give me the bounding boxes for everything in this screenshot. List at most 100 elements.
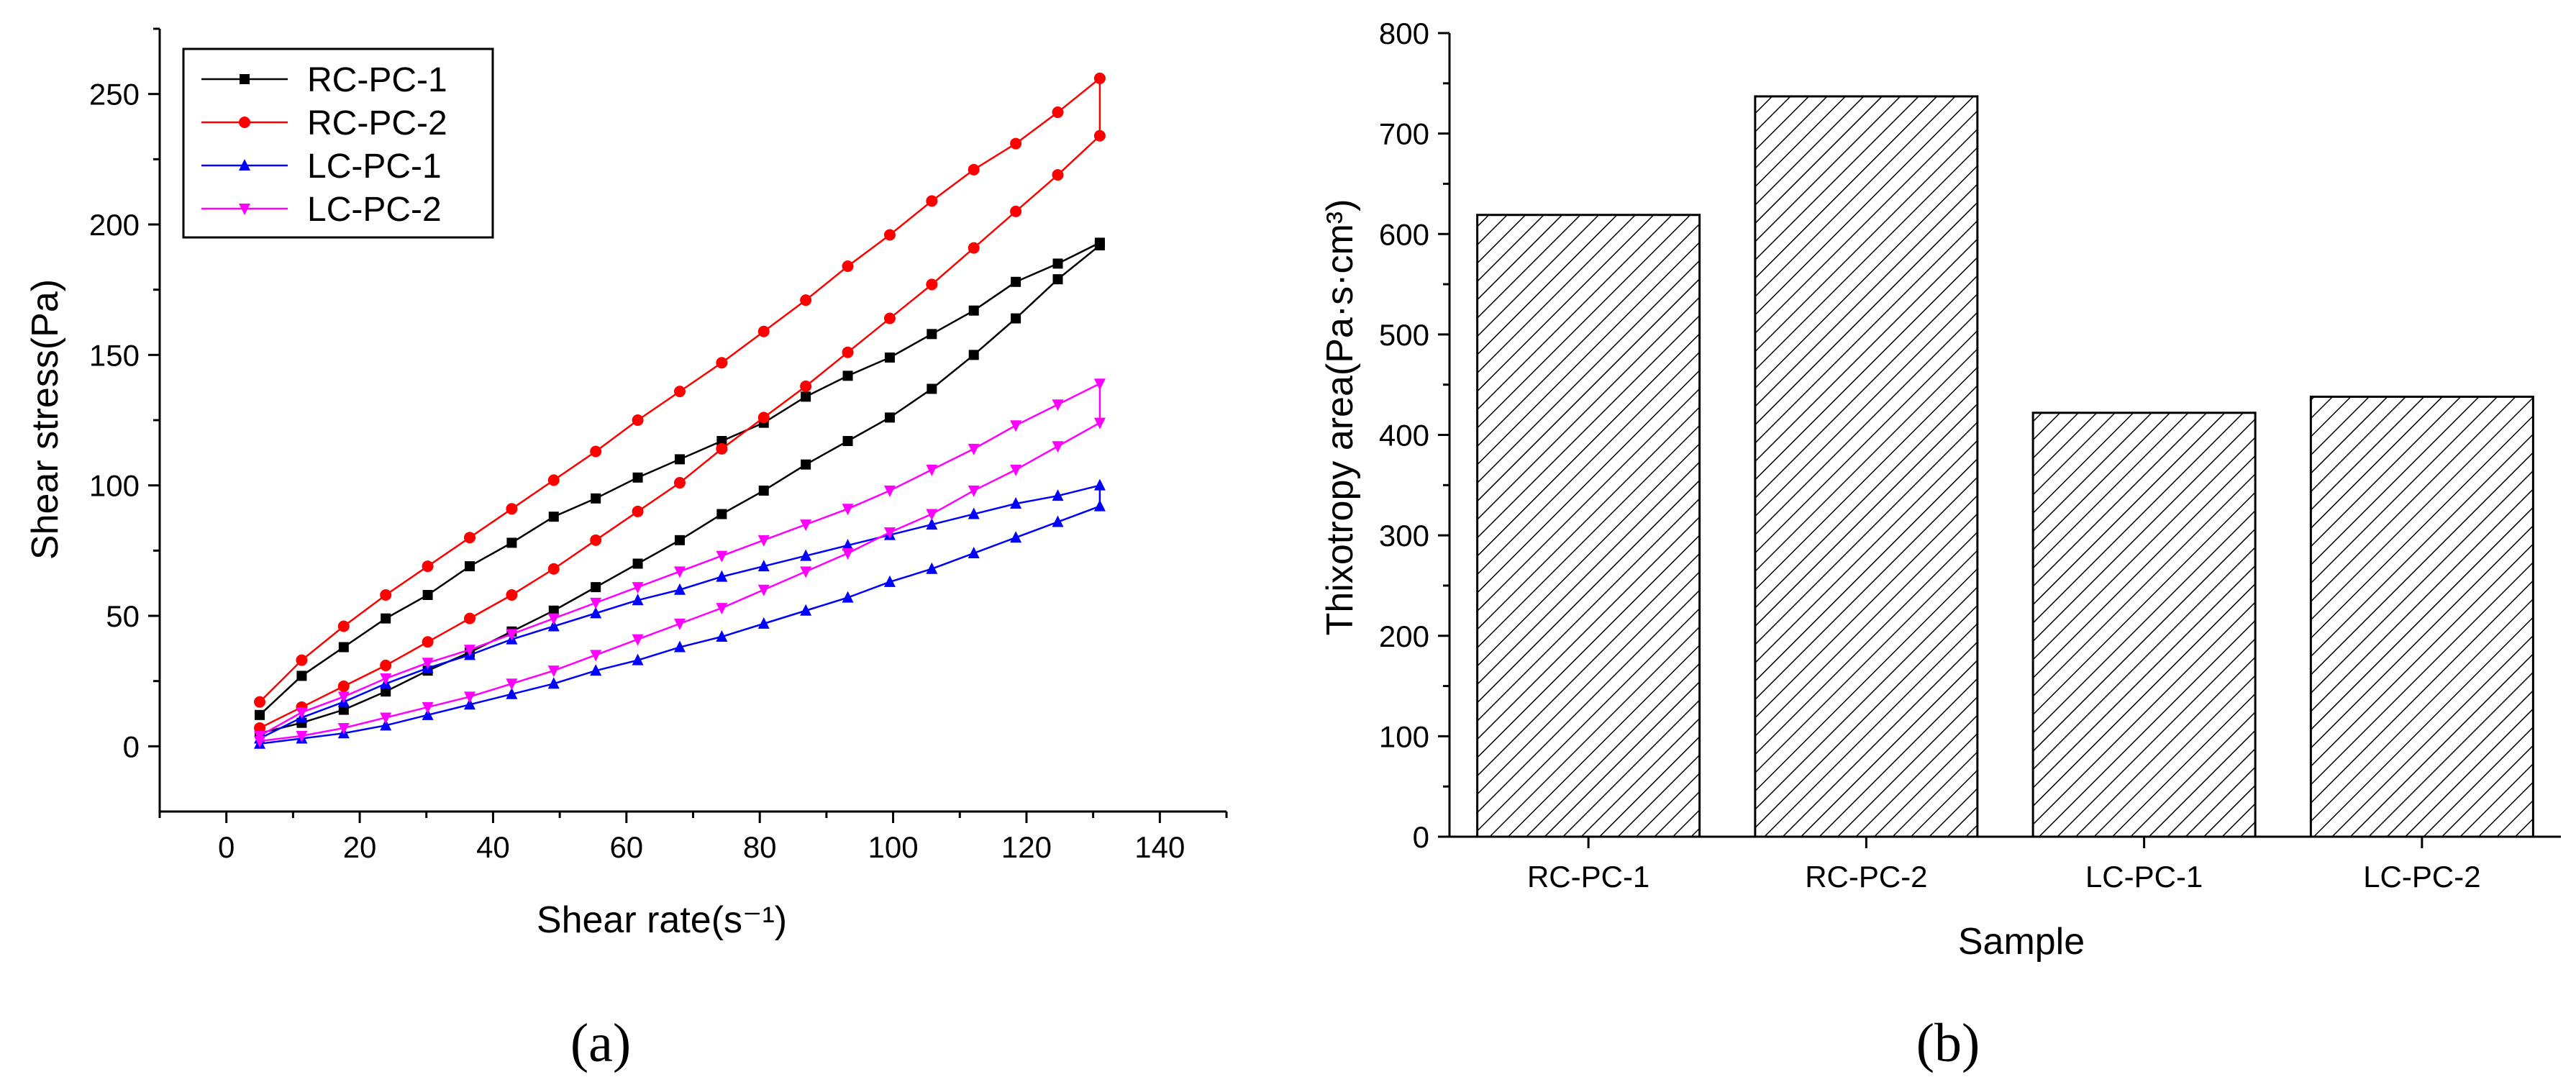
series-marker [1094,237,1105,248]
panel-b-y-tick-label: 400 [1379,419,1429,453]
series-marker [463,698,475,710]
series-marker [547,619,560,632]
series-marker [380,712,392,724]
series-marker [547,563,560,575]
series-marker [590,597,602,609]
panel-a-y-tick-label: 0 [123,730,140,763]
panel-a-y-tick-label: 250 [89,78,140,112]
series-marker [547,613,560,625]
series-marker [673,477,686,489]
series-marker [337,620,350,632]
series-marker [968,546,980,558]
series-marker [757,412,770,424]
series-marker [337,722,350,735]
series-marker [506,629,518,641]
series-marker [757,325,770,337]
series-marker [968,350,979,360]
panel-b-label: (b) [1916,1013,1980,1073]
series-marker [381,613,391,624]
panel-b-bar-chart: 0 100 200 300 400 500 600 700 800 RC-PC-1 RC-PC-2 L… [1319,17,2561,1073]
legend-item-lc-pc-1: LC-PC-1 [201,147,442,186]
series-marker [757,584,770,596]
series-marker [422,708,434,720]
legend-label: LC-PC-1 [307,147,442,186]
series-marker [463,645,475,657]
series-marker [968,485,980,497]
series-rc-pc-1 [255,237,1105,739]
panel-b-x-tick-label: RC-PC-1 [1527,860,1649,894]
series-marker [463,532,475,544]
series-marker [632,414,644,426]
series-marker [800,519,812,532]
series-marker [673,618,686,630]
series-marker [716,570,728,582]
panel-b-y-axis-label: Thixotropy area(Pa·s·cm³) [1319,199,1361,636]
series-marker [926,195,938,207]
series-marker [632,582,644,594]
series-marker [338,642,349,653]
series-marker [464,561,475,572]
series-marker [590,664,602,676]
series-marker [883,229,896,241]
panel-a-x-tick-label: 40 [476,830,510,864]
series-marker [381,686,391,697]
series-marker [883,312,896,324]
series-marker [296,707,308,719]
series-marker [239,117,250,128]
panel-a-y-tick-label: 50 [106,599,140,633]
panel-b-x-tick-label: LC-PC-1 [2085,860,2203,894]
panel-b-y-tick-label: 500 [1379,318,1429,352]
series-marker [1052,489,1064,501]
series-marker [1052,515,1064,527]
series-marker [801,459,811,470]
series-marker [716,603,728,615]
series-marker [1052,399,1064,412]
panel-a-x-tick-label: 120 [1001,830,1052,864]
series-marker [757,560,770,572]
series-marker [716,550,728,563]
series-marker [590,650,602,662]
series-marker [1093,417,1106,430]
panel-a-y-tick-label: 100 [89,469,140,503]
series-marker [548,512,559,522]
series-line [259,484,1101,745]
series-marker [926,518,938,530]
legend-label: RC-PC-1 [307,61,447,99]
series-marker [883,575,896,587]
series-marker [590,445,602,458]
series-marker [800,566,812,578]
panel-a-series [254,72,1106,749]
legend-label: RC-PC-2 [307,104,447,142]
series-marker [590,606,602,619]
series-marker [1010,497,1022,509]
series-marker [380,673,392,686]
series-marker [716,442,728,455]
series-marker [884,352,895,363]
panel-a-label: (a) [570,1013,631,1073]
series-marker [506,589,518,601]
series-marker [1052,441,1064,453]
series-marker [674,535,685,545]
series-marker [1093,72,1106,84]
series-marker [1052,106,1064,119]
series-marker [800,294,812,306]
series-marker [968,163,980,176]
panel-a-line-chart: 0 20 40 60 80 100 120 140 0 50 100 150 200 250 RC-PC-… [24,27,1228,1073]
series-marker [716,436,727,447]
series-marker [506,678,518,691]
panel-b-y-tick-label: 100 [1379,719,1429,753]
series-marker [422,560,434,573]
series-marker [926,509,938,521]
series-marker [240,74,250,84]
series-marker [547,677,560,689]
bar-rc-pc-1 [1476,214,1701,838]
series-marker [506,503,518,515]
legend-label: LC-PC-2 [307,191,442,229]
series-marker [716,357,728,369]
panel-a-y-tick-label: 200 [89,208,140,242]
series-marker [926,464,938,476]
series-marker [883,527,896,539]
series-marker [380,589,392,601]
series-marker [1093,499,1106,512]
series-marker [337,680,350,692]
